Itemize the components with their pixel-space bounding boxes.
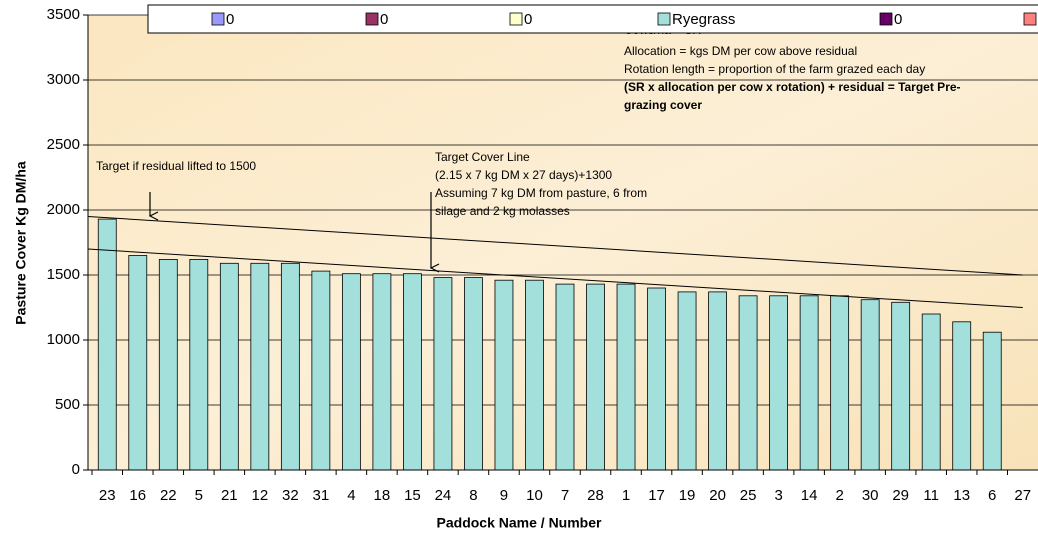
bar xyxy=(677,291,697,471)
bar xyxy=(769,295,789,471)
annotation: (SR x allocation per cow x rotation) + r… xyxy=(624,80,961,94)
bar xyxy=(616,283,636,471)
bar xyxy=(952,321,972,471)
x-tick-label: 2 xyxy=(835,487,843,504)
bar xyxy=(403,273,422,471)
x-tick-label: 16 xyxy=(129,487,146,504)
x-tick-label: 15 xyxy=(404,487,421,504)
bar xyxy=(189,258,209,471)
annotation: Assuming 7 kg DM from pasture, 6 from xyxy=(435,186,647,200)
y-axis-title: Pasture Cover Kg DM/ha xyxy=(13,161,29,325)
x-tick-label: 7 xyxy=(561,487,569,504)
x-tick-label: 31 xyxy=(313,487,330,504)
x-tick-label: 30 xyxy=(862,487,879,504)
target-line xyxy=(87,216,1023,276)
bar xyxy=(525,279,544,471)
bar xyxy=(280,262,300,471)
y-tick-label: 3000 xyxy=(47,71,80,88)
annotation: Target Cover Line xyxy=(435,150,530,164)
bar xyxy=(921,313,941,471)
bar xyxy=(830,295,850,471)
x-tick-label: 11 xyxy=(923,487,939,504)
legend-label: Ryegrass xyxy=(672,11,735,28)
legend-swatch xyxy=(211,12,225,26)
bar xyxy=(464,277,483,471)
y-tick-label: 500 xyxy=(55,396,80,413)
x-tick-label: 13 xyxy=(953,487,970,504)
x-tick-label: 10 xyxy=(526,487,543,504)
annotation: (2.15 x 7 kg DM x 27 days)+1300 xyxy=(435,168,612,182)
legend-label: 0 xyxy=(894,11,902,28)
legend-swatch xyxy=(509,12,523,26)
bar xyxy=(799,295,819,471)
bar xyxy=(250,262,270,471)
bar xyxy=(891,301,911,471)
x-tick-label: 6 xyxy=(988,487,996,504)
legend-swatch xyxy=(365,12,379,26)
y-tick-label: 1500 xyxy=(47,266,80,283)
bar xyxy=(982,331,1002,471)
x-tick-label: 3 xyxy=(774,487,782,504)
legend-label: 0 xyxy=(226,11,234,28)
x-tick-label: 32 xyxy=(282,487,299,504)
bar xyxy=(219,262,239,471)
bar xyxy=(97,218,117,471)
x-tick-label: 5 xyxy=(195,487,203,504)
y-tick-label: 0 xyxy=(72,461,80,478)
x-tick-label: 4 xyxy=(347,487,355,504)
bar xyxy=(311,270,331,471)
legend-label: 0 xyxy=(380,11,388,28)
y-tick-label: 3500 xyxy=(47,6,80,23)
bar xyxy=(738,295,758,471)
x-tick-label: 20 xyxy=(709,487,726,504)
bar xyxy=(494,279,514,471)
annotation: grazing cover xyxy=(624,98,702,112)
legend xyxy=(147,4,1038,34)
bar xyxy=(372,273,392,471)
legend-swatch xyxy=(657,12,671,26)
x-tick-label: 18 xyxy=(374,487,391,504)
annotation: silage and 2 kg molasses xyxy=(435,204,570,218)
x-tick-label: 27 xyxy=(1014,487,1031,504)
x-tick-label: 22 xyxy=(160,487,177,504)
target-line xyxy=(87,248,1023,308)
annotation: Allocation = kgs DM per cow above residu… xyxy=(624,44,857,58)
x-tick-label: 12 xyxy=(251,487,268,504)
x-tick-label: 8 xyxy=(469,487,477,504)
x-tick-label: 1 xyxy=(622,487,630,504)
bar xyxy=(128,255,148,471)
bar xyxy=(341,273,361,471)
x-tick-label: 25 xyxy=(740,487,757,504)
bar xyxy=(860,299,880,471)
legend-swatch xyxy=(1023,12,1037,26)
annotation: Rotation length = proportion of the farm… xyxy=(624,62,925,76)
x-tick-label: 23 xyxy=(99,487,116,504)
legend-swatch xyxy=(879,12,893,26)
x-tick-label: 21 xyxy=(221,487,238,504)
x-tick-label: 24 xyxy=(435,487,452,504)
x-tick-label: 14 xyxy=(801,487,818,504)
bar xyxy=(555,283,575,471)
bar xyxy=(158,258,178,471)
annotation: Target if residual lifted to 1500 xyxy=(96,159,256,173)
legend-label: 0 xyxy=(524,11,532,28)
x-tick-label: 17 xyxy=(648,487,665,504)
bar xyxy=(708,291,727,471)
x-axis-title: Paddock Name / Number xyxy=(437,515,602,531)
x-tick-label: 28 xyxy=(587,487,604,504)
bar xyxy=(586,283,605,471)
x-tick-label: 29 xyxy=(892,487,909,504)
y-tick-label: 2500 xyxy=(47,136,80,153)
y-tick-label: 2000 xyxy=(47,201,80,218)
bar xyxy=(433,277,453,471)
x-tick-label: 9 xyxy=(500,487,508,504)
x-tick-label: 19 xyxy=(679,487,696,504)
bar xyxy=(647,287,666,471)
y-tick-label: 1000 xyxy=(47,331,80,348)
